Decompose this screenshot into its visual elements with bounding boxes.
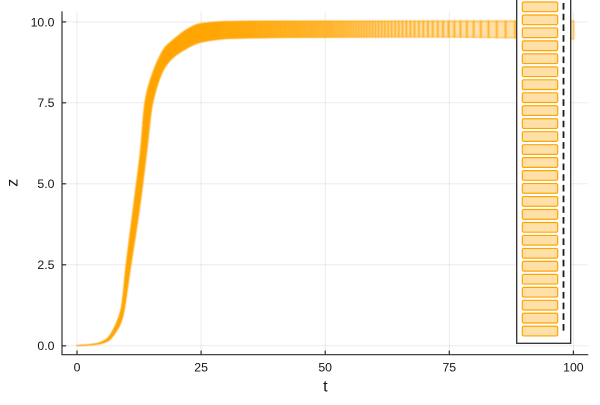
svg-text:z: z [4,179,21,187]
svg-text:7.5: 7.5 [37,96,54,110]
svg-text:2.5: 2.5 [37,258,54,272]
svg-text:0: 0 [74,361,81,375]
svg-text:0.0: 0.0 [37,339,54,353]
svg-text:t: t [323,379,328,396]
svg-text:5.0: 5.0 [37,177,54,191]
svg-text:25: 25 [194,361,208,375]
svg-text:50: 50 [318,361,332,375]
svg-text:100: 100 [563,361,584,375]
svg-text:10.0: 10.0 [31,15,55,29]
svg-text:75: 75 [442,361,456,375]
